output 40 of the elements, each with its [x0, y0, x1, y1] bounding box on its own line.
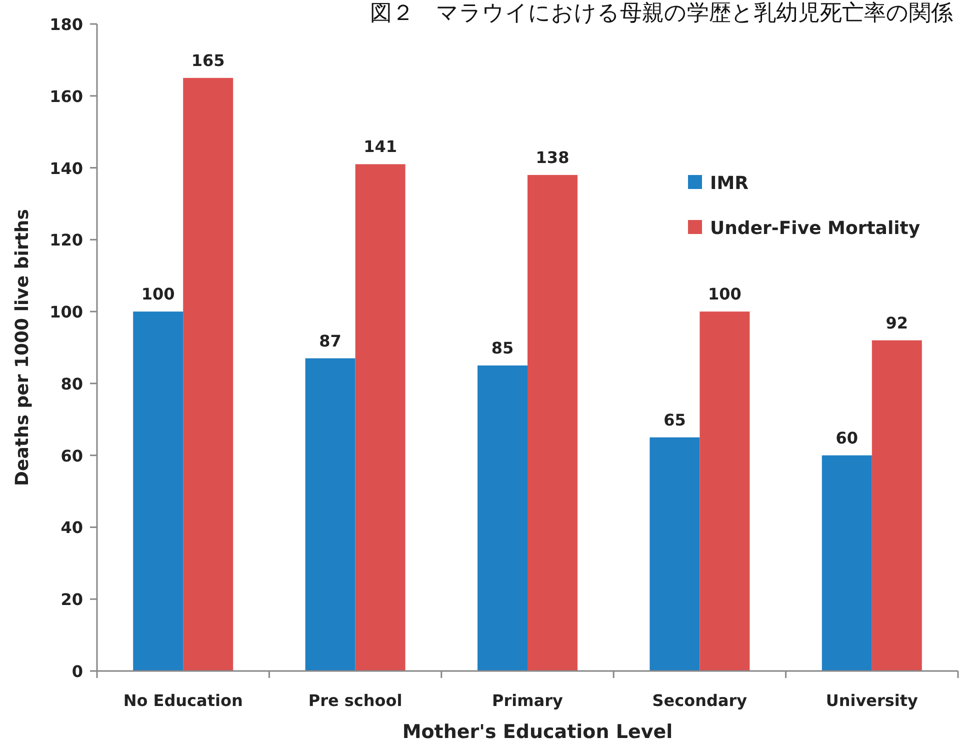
bar — [528, 174, 578, 671]
data-label: 165 — [191, 50, 225, 70]
data-label: 92 — [886, 313, 908, 332]
y-tick-label: 140 — [50, 158, 83, 178]
data-label: 60 — [836, 428, 858, 448]
bar — [872, 340, 922, 671]
y-tick-label: 0 — [72, 662, 83, 681]
y-axis-title: Deaths per 1000 live births — [12, 209, 33, 486]
data-label: 138 — [536, 148, 570, 167]
data-label: 65 — [664, 410, 686, 430]
x-axis-title: Mother's Education Level — [402, 721, 673, 743]
y-tick-label: 100 — [50, 302, 83, 322]
data-label: 100 — [141, 284, 175, 304]
bar — [133, 312, 184, 671]
bar — [355, 164, 406, 671]
bar — [650, 437, 700, 671]
x-tick-label: Primary — [492, 691, 564, 710]
legend-label: Under-Five Mortality — [710, 218, 920, 239]
y-tick-label: 60 — [60, 446, 83, 466]
legend-label: IMR — [710, 173, 749, 194]
y-tick-label: 20 — [60, 590, 83, 610]
bar — [700, 312, 750, 671]
bar — [478, 365, 528, 671]
bar — [822, 455, 872, 671]
data-label: 85 — [491, 338, 514, 358]
y-tick-label: 80 — [60, 374, 83, 394]
data-label: 100 — [708, 284, 742, 304]
x-tick-label: Pre school — [308, 691, 402, 710]
x-tick-label: University — [826, 691, 919, 710]
x-tick-label: Secondary — [652, 691, 748, 710]
bar — [305, 358, 356, 671]
data-label: 141 — [364, 137, 398, 156]
y-tick-label: 180 — [50, 15, 83, 34]
y-tick-label: 160 — [50, 86, 83, 106]
chart-title: 図２ マラウイにおける母親の学歴と乳幼児死亡率の関係 — [370, 1, 953, 26]
x-tick-label: No Education — [123, 691, 243, 710]
bar — [183, 78, 234, 671]
y-tick-label: 40 — [60, 518, 83, 538]
y-tick-label: 120 — [50, 230, 83, 250]
data-label: 87 — [319, 331, 342, 350]
